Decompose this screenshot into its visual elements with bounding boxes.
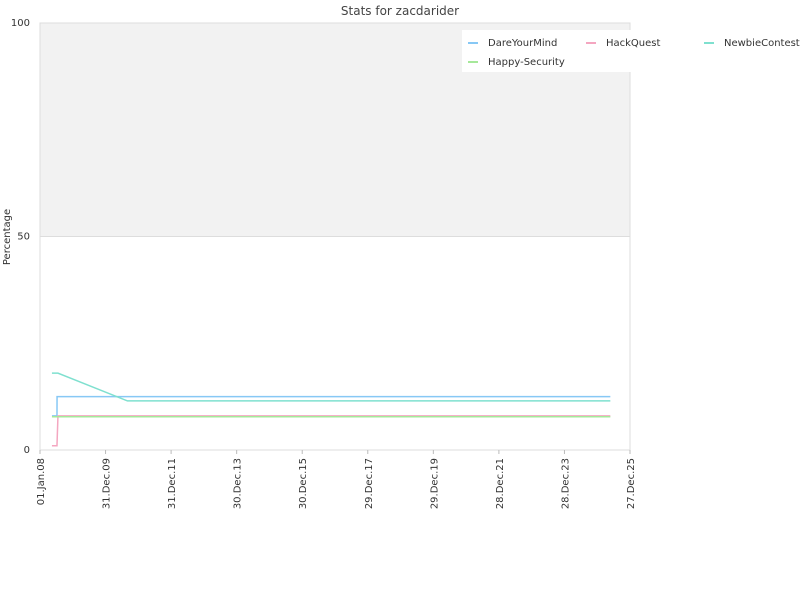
series-line: [51, 395, 611, 417]
chart-title: Stats for zacdarider: [341, 4, 459, 18]
x-tick-label: 01.Jan.08: [36, 458, 47, 505]
x-tick-label: 28.Dec.21: [495, 458, 506, 509]
legend-label: Happy-Security: [488, 57, 565, 68]
y-axis-label: Percentage: [2, 209, 13, 265]
legend-label: HackQuest: [606, 38, 661, 49]
legend-box: [462, 30, 782, 72]
y-tick-label: 100: [11, 18, 30, 29]
x-tick-label: 29.Dec.19: [429, 458, 440, 509]
x-tick-label: 29.Dec.17: [364, 458, 375, 509]
x-tick-label: 31.Dec.09: [102, 458, 113, 509]
series-line: [51, 415, 611, 447]
legend: DareYourMind HackQuest NewbieContest Happy-…: [462, 30, 800, 72]
legend-label: NewbieContest: [724, 38, 800, 49]
y-tick-label: 50: [17, 232, 30, 243]
x-tick-label: 30.Dec.15: [298, 458, 309, 509]
x-tick-label: 31.Dec.11: [167, 458, 178, 509]
x-tick-label: 27.Dec.25: [626, 458, 637, 509]
y-tick-label: 0: [24, 445, 30, 456]
series-line: [51, 372, 611, 402]
x-tick-label: 28.Dec.23: [560, 458, 571, 509]
x-tick-label: 30.Dec.13: [233, 458, 244, 509]
legend-label: DareYourMind: [488, 38, 557, 49]
